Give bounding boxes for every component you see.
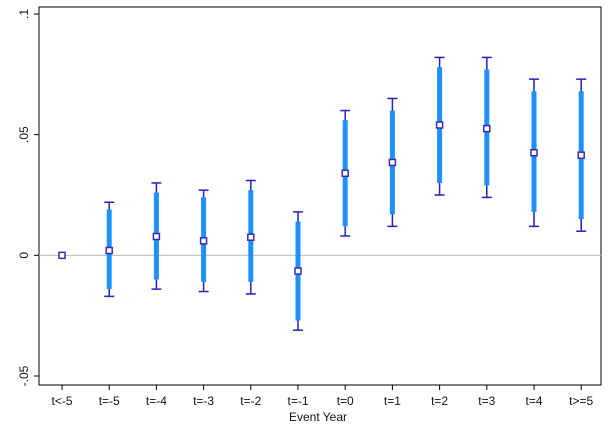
point-estimate-marker	[388, 158, 397, 167]
x-tick-label: t<-5	[51, 394, 72, 408]
plot-area	[38, 6, 602, 386]
point-estimate-marker	[58, 251, 66, 260]
y-axis: -.05 0 .05 .1	[17, 9, 39, 386]
x-tick-label: t=0	[337, 394, 354, 408]
x-axis-title: Event Year	[289, 410, 347, 424]
x-tick-label: t=-3	[193, 394, 214, 408]
y-tick-label: -.05	[17, 365, 31, 386]
x-tick-label: t=4	[525, 394, 542, 408]
point-estimate-marker	[341, 169, 349, 178]
x-tick-label: t=-2	[240, 394, 261, 408]
point-estimate-marker	[483, 124, 491, 133]
plot-frame	[38, 6, 602, 386]
x-tick-label: t=1	[384, 394, 401, 408]
point-estimate-marker	[247, 233, 255, 241]
y-tick-label: .1	[17, 9, 31, 19]
point-estimate-marker	[435, 121, 444, 129]
x-tick-label: t=3	[478, 394, 495, 408]
x-tick-label: t>=5	[569, 394, 593, 408]
point-estimate-marker	[152, 232, 161, 241]
point-estimate-marker	[577, 151, 585, 159]
x-tick-label: t=-4	[146, 394, 167, 408]
x-tick-label: t=-5	[99, 394, 120, 408]
x-axis: t<-5 t=-5 t=-4 t=-3 t=-2 t=-1 t=0 t=1 t=2 t=3 t=4 t…	[51, 385, 594, 408]
x-tick-label: t=2	[431, 394, 448, 408]
point-estimate-marker	[199, 237, 208, 245]
point-estimate-marker	[294, 267, 302, 275]
point-estimate-marker	[530, 149, 538, 157]
point-estimate-marker	[105, 246, 113, 255]
y-tick-label: .05	[17, 126, 31, 143]
y-tick-label: 0	[17, 252, 31, 259]
x-tick-label: t=-1	[287, 394, 308, 408]
